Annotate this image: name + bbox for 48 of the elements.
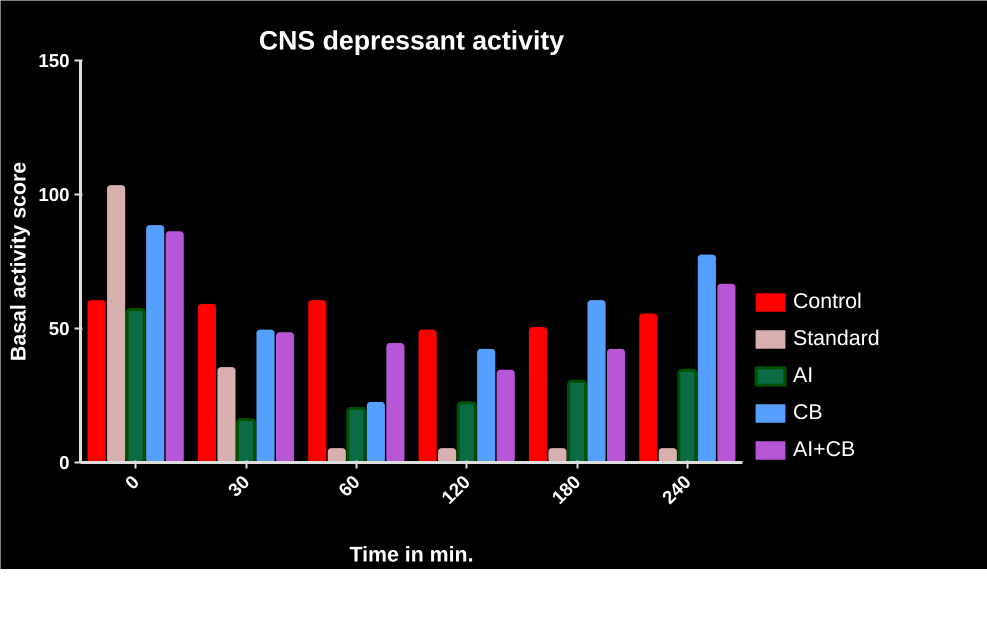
y-tick-label: 0 [59,452,70,473]
bar [107,185,126,462]
x-tick-label: 30 [224,471,254,501]
x-axis-title: Time in min. [349,542,474,567]
x-tick-label: 0 [120,471,144,494]
y-tick-label: 50 [48,318,70,339]
bar [88,300,106,462]
legend-label: CB [793,400,823,425]
bar [477,348,496,462]
bar [328,448,346,462]
legend-label: AI [793,363,814,388]
bar [456,401,477,462]
y-tick-label: 100 [38,184,70,205]
bar [198,304,216,462]
bar [548,448,567,462]
x-tick-label: 240 [658,471,695,508]
bar [639,314,658,462]
y-axis-title: Basal activity score [6,162,30,362]
bar [256,330,275,462]
bar [386,343,404,462]
bar [418,330,437,462]
bar [717,284,736,462]
bar [308,300,326,462]
bar [566,380,588,462]
bar [146,225,164,462]
legend-label: AI+CB [793,437,856,462]
legend-label: Control [793,289,862,314]
chart-title: CNS depressant activity [258,26,564,56]
bar [677,368,698,462]
x-tick-label: 180 [548,471,584,508]
bar [166,231,184,462]
x-tick-label: 120 [437,471,474,508]
bar [587,300,606,462]
bar [366,402,385,462]
bar [217,367,236,462]
legend-label: Standard [793,326,880,351]
bar [607,348,626,462]
bar [276,332,294,462]
bar [496,370,515,462]
bar [698,254,716,462]
bar [438,448,456,462]
bar [126,308,146,462]
y-tick-label: 150 [38,50,70,71]
bar [528,326,547,462]
bar [346,406,366,462]
x-tick-label: 60 [334,471,364,501]
bar [236,418,256,462]
bar [658,448,677,462]
